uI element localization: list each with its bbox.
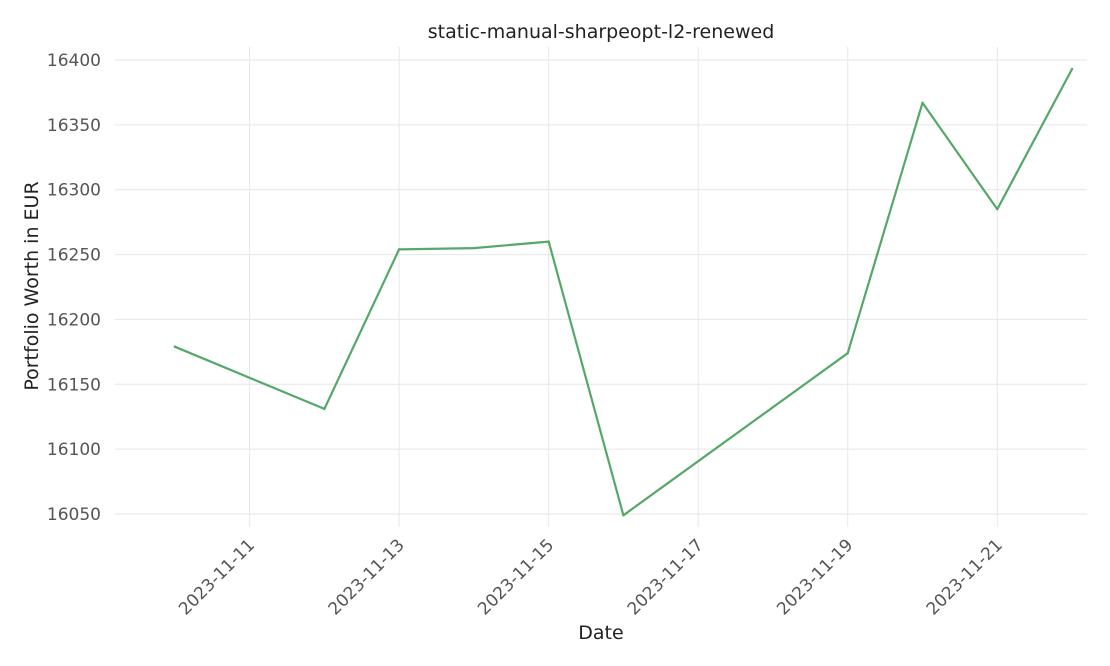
- y-tick-label: 16400: [47, 51, 101, 71]
- series-line: [173, 67, 1074, 517]
- chart-title: static-manual-sharpeopt-l2-renewed: [428, 21, 775, 43]
- y-tick-label: 16100: [47, 440, 101, 460]
- data-point: [846, 351, 849, 355]
- data-point: [173, 345, 177, 348]
- x-tick-label: 2023-11-17: [624, 535, 708, 619]
- y-tick-label: 16300: [47, 181, 101, 201]
- data-point: [996, 207, 999, 211]
- y-tick-label: 16350: [47, 116, 101, 136]
- data-point: [397, 248, 401, 251]
- x-tick-label: 2023-11-11: [175, 535, 259, 619]
- y-tick-label: 16050: [47, 505, 101, 525]
- data-point: [921, 101, 924, 104]
- data-point: [472, 246, 476, 250]
- y-tick-label: 16250: [47, 246, 101, 266]
- series-layer: [173, 67, 1074, 517]
- data-point: [1070, 67, 1074, 71]
- x-tick-labels: 2023-11-11 2023-11-13 2023-11-15 2023-11-17…: [175, 535, 1007, 619]
- y-tick-label: 16150: [47, 375, 101, 395]
- x-tick-label: 2023-11-21: [923, 535, 1007, 619]
- x-axis-title: Date: [578, 622, 623, 644]
- data-point: [323, 407, 326, 411]
- y-axis-title: Portfolio Worth in EUR: [21, 181, 43, 390]
- x-tick-label: 2023-11-13: [325, 535, 409, 619]
- y-tick-labels: 16050 16100 16150 16200 16250 16300 16350 16400: [47, 51, 101, 525]
- data-point: [547, 240, 550, 243]
- data-point: [622, 514, 625, 517]
- grid-lines: [115, 47, 1087, 527]
- y-tick-label: 16200: [47, 310, 101, 330]
- x-tick-label: 2023-11-15: [474, 535, 558, 619]
- x-tick-label: 2023-11-19: [773, 535, 857, 619]
